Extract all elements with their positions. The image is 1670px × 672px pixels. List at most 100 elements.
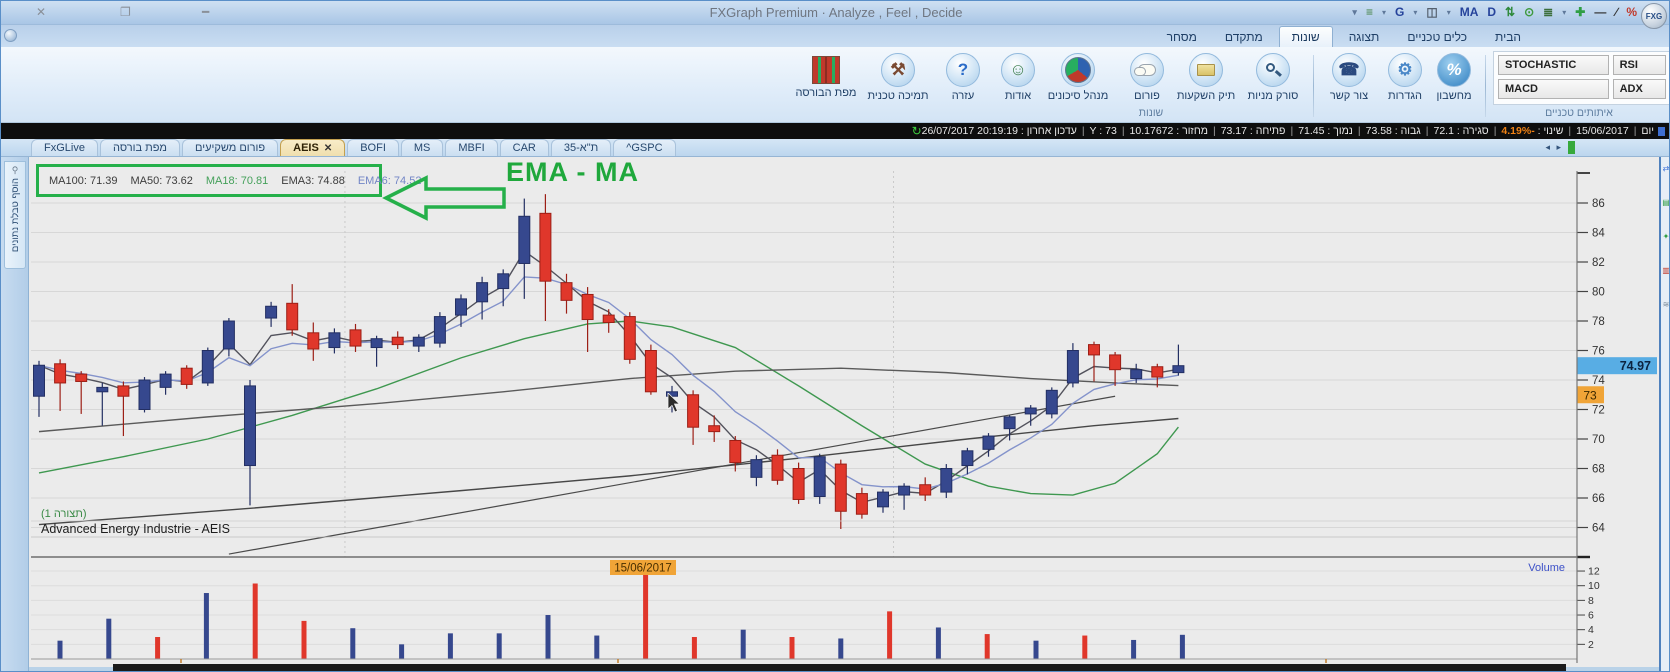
group-separator <box>1485 55 1486 117</box>
ribbon-button-label: מנהל סיכונים <box>1047 90 1109 102</box>
edge-icon[interactable]: ▥ <box>1662 266 1670 275</box>
doc-tab-MS[interactable]: MS <box>400 139 444 156</box>
quote-item: 15/06/2017 <box>1576 125 1629 137</box>
app-menu-icon[interactable] <box>4 29 17 42</box>
doc-tab-פורום משקיעים[interactable]: פורום משקיעים <box>181 139 279 156</box>
svg-text:80: 80 <box>1592 287 1605 299</box>
edge-icon[interactable]: ⇄ <box>1662 164 1670 173</box>
ribbon-button-label: צור קשר <box>1329 90 1369 102</box>
percent-icon[interactable]: % <box>1626 5 1637 19</box>
list-icon[interactable]: ≡ <box>1365 5 1373 19</box>
separator: | <box>1425 125 1429 137</box>
ribbon-button-label: מפת הבורסה <box>795 87 857 99</box>
quote-item: Y : 73 <box>1089 125 1117 137</box>
technical-signals-group: STOCHASTIC RSI MACD ADX <box>1493 51 1669 105</box>
doc-tab-מפת בורסה[interactable]: מפת בורסה <box>99 139 180 156</box>
svg-text:76: 76 <box>1592 346 1605 358</box>
refresh-icon[interactable]: ↻ <box>911 124 922 138</box>
zoom-icon[interactable]: ⊙ <box>1524 5 1535 19</box>
ribbon-tab-2[interactable]: תצוגה <box>1348 30 1380 44</box>
dropdown-chevron-icon[interactable]: ▾ <box>1446 7 1451 17</box>
quick-access-toolbar: ▾ ≡ ▾ G ▾ ◫ ▾ MA D ⇅ ⊙ ≣ ▾ ✚ — ∕% <box>1352 3 1637 21</box>
ribbon-button[interactable]: סורק מניות <box>1235 53 1311 102</box>
ribbon-button[interactable]: מפת הבורסה <box>788 53 864 99</box>
adx-button[interactable]: ADX <box>1612 79 1666 99</box>
ribbon-button[interactable]: ☺ אודות <box>980 53 1056 102</box>
legend-item-MA50: MA50: 73.62 <box>130 174 193 187</box>
restore-button[interactable]: ❐ <box>120 5 131 19</box>
ribbon-button[interactable]: מנהל סיכונים <box>1040 53 1116 102</box>
doc-tab-MBFI[interactable]: MBFI <box>445 139 498 156</box>
candlestick-icon[interactable]: ◫ <box>1426 5 1438 19</box>
ribbon-button-label: הגדרות <box>1387 90 1423 102</box>
minimize-button[interactable]: ━ <box>202 5 210 19</box>
fibonacci-lines-icon[interactable]: ≣ <box>1543 5 1554 19</box>
add-data-table-tab[interactable]: ⚲ הוסף טבלת נתונים <box>4 161 26 269</box>
ribbon-tab-4[interactable]: מתקדם <box>1224 30 1263 44</box>
doc-tab-CAR[interactable]: CAR <box>499 139 549 156</box>
svg-text:Volume: Volume <box>1528 562 1565 574</box>
separator: | <box>1290 125 1294 137</box>
quote-item: סגירה : 72.1 <box>1433 125 1489 137</box>
right-edge-panel[interactable]: ⇄ ▤ ✦ ▥ ≋ <box>1659 157 1670 671</box>
ribbon-button[interactable]: % מחשבון <box>1416 53 1492 102</box>
svg-text:73: 73 <box>1583 388 1597 402</box>
overlay-line-MA18 <box>38 320 1179 496</box>
ribbon-button[interactable]: פורום <box>1109 53 1185 102</box>
ribbon-tab-3[interactable]: שונות <box>1278 26 1333 47</box>
dropdown-chevron-icon[interactable]: ▾ <box>1381 7 1386 17</box>
svg-text:10: 10 <box>1588 580 1600 592</box>
ribbon-button[interactable]: ☎ צור קשר <box>1311 53 1387 102</box>
dropdown-chevron-icon[interactable]: ▾ <box>1413 7 1418 17</box>
horizontal-line-icon[interactable]: — <box>1594 5 1607 19</box>
svg-text:4: 4 <box>1588 624 1594 636</box>
dropdown-chevron-icon[interactable]: ▾ <box>1562 7 1567 17</box>
calculator-icon: % <box>1437 53 1471 87</box>
separator: | <box>1081 125 1085 137</box>
ribbon-button[interactable]: ⚙ הגדרות <box>1367 53 1443 102</box>
doc-tab-ת"א-35[interactable]: ת"א-35 <box>550 139 612 156</box>
quote-bar-edge-icon[interactable] <box>1658 126 1665 136</box>
ribbon-button[interactable]: ? עזרה <box>925 53 1001 102</box>
ribbon-tab-0[interactable]: הבית <box>1495 30 1521 44</box>
title-bar: ✕ ❐ ━ FXGraph Premium · Analyze , Feel , D… <box>1 1 1669 25</box>
tools-icon: ⚒ <box>881 53 915 87</box>
doc-tab-FxGLive[interactable]: FxGLive <box>31 139 98 156</box>
ribbon: STOCHASTIC RSI MACD ADX מפת הבורסה ⚒ תמיכה… <box>1 47 1669 123</box>
macd-button[interactable]: MACD <box>1498 79 1609 99</box>
edge-icon[interactable]: ▤ <box>1662 198 1670 207</box>
graph-type-g-icon[interactable]: G <box>1394 5 1405 19</box>
doc-tab-BOFI[interactable]: BOFI <box>347 139 399 156</box>
qat-dropdown-icon[interactable]: ▾ <box>1352 7 1357 17</box>
ribbon-group-label: איתותים טכניים <box>1545 107 1613 119</box>
edge-icon[interactable]: ≋ <box>1662 300 1670 309</box>
svg-text:Advanced Energy Industrie - AE: Advanced Energy Industrie - AEIS <box>41 522 230 536</box>
quote-item: שינוי : -4.19% <box>1501 125 1564 137</box>
moving-average-icon[interactable]: MA <box>1459 5 1479 19</box>
svg-text:72: 72 <box>1592 405 1605 417</box>
crosshair-icon[interactable]: ✚ <box>1575 5 1586 19</box>
ribbon-button-label: עזרה <box>951 90 975 102</box>
mouse-cursor <box>667 393 681 413</box>
trendline-icon[interactable]: ∕ <box>1615 5 1618 19</box>
edge-icon[interactable]: ✦ <box>1662 232 1670 241</box>
close-button[interactable]: ✕ <box>36 5 47 19</box>
stochastic-button[interactable]: STOCHASTIC <box>1498 55 1609 75</box>
doc-tab-AEIS[interactable]: AEIS ✕ <box>280 139 346 156</box>
arrows-chart-icon[interactable]: ⇅ <box>1505 5 1516 19</box>
ribbon-tab-5[interactable]: מסחר <box>1166 30 1197 44</box>
data-icon[interactable]: D <box>1487 5 1497 19</box>
close-tab-icon[interactable]: ✕ <box>323 143 333 154</box>
ribbon-button[interactable]: תיק השקעות <box>1168 53 1244 102</box>
legend-item-MA18: MA18: 70.81 <box>205 174 269 187</box>
ribbon-button[interactable]: ⚒ תמיכה טכנית <box>860 53 936 102</box>
ribbon-tab-1[interactable]: כלים טכניים <box>1407 30 1468 44</box>
tab-scroll-arrows[interactable]: ◂ ▸ <box>1545 142 1563 152</box>
chart-area[interactable]: 86 84 82 80 78 76 74 72 70 68 66 64 74.97 73 (תצורה 1)… <box>29 157 1659 671</box>
left-panel-strip: ⚲ הוסף טבלת נתונים <box>1 157 29 671</box>
document-tab-bar: ◂ ▸ FxGLive מפת בורסה פורום משקיעים AEIS ✕ BO… <box>1 139 1669 157</box>
rsi-button[interactable]: RSI <box>1612 55 1666 75</box>
doc-tab-^GSPC[interactable]: ^GSPC <box>613 139 676 156</box>
